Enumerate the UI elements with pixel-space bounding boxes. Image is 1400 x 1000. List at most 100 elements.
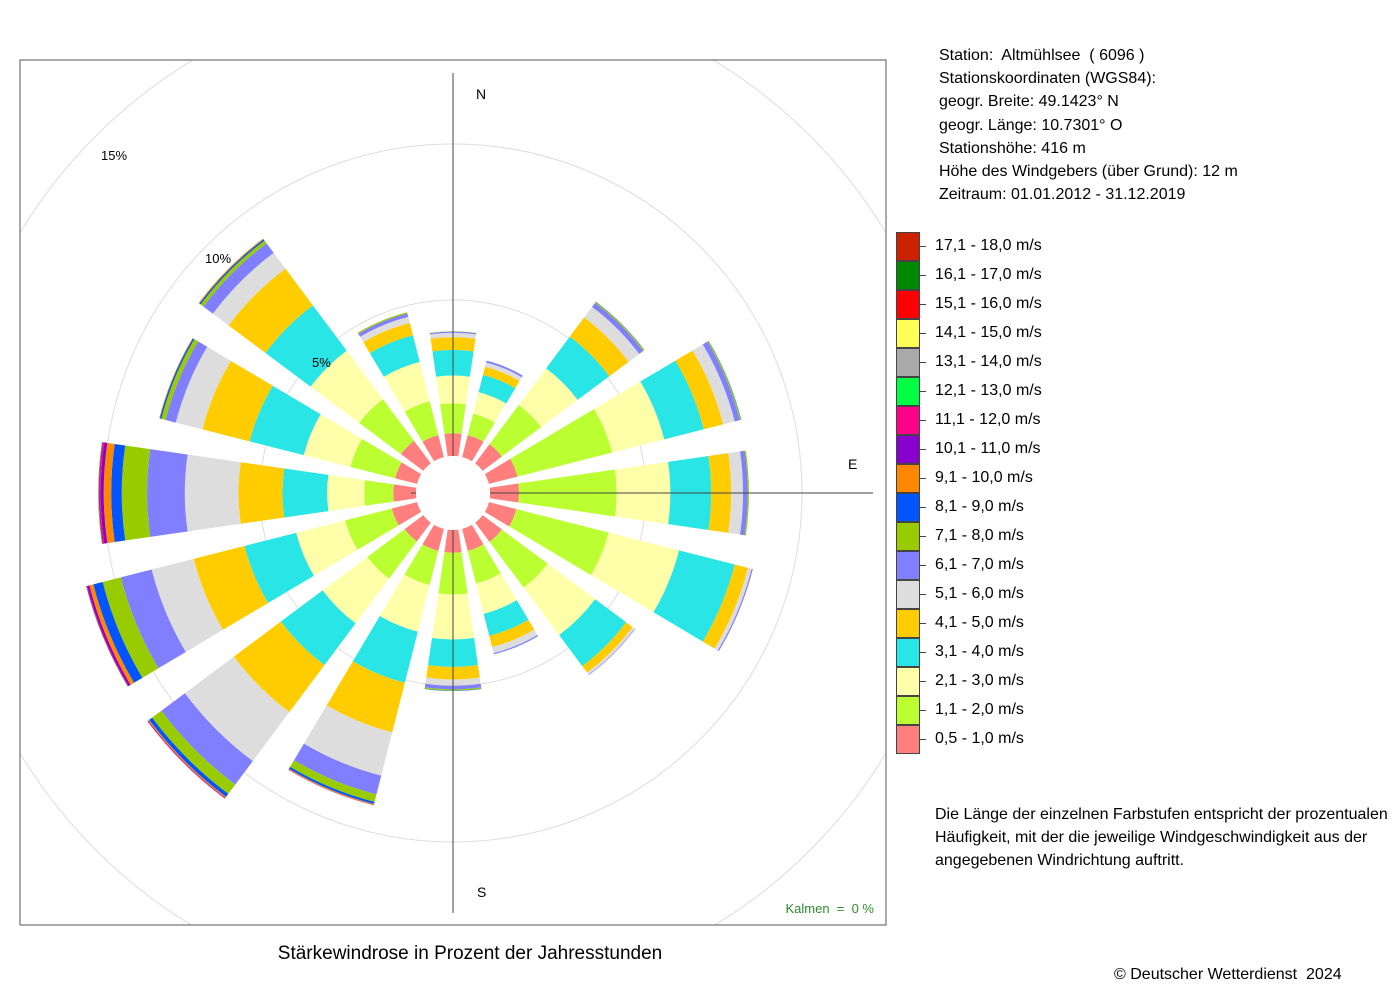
legend-label: 16,1 - 17,0 m/s: [935, 266, 1042, 283]
sector-W-speed-12: [98, 442, 105, 544]
legend-tick: [920, 449, 926, 450]
sector-SE-speed-4: [559, 599, 627, 667]
sector-NNW-speed-5: [363, 322, 413, 354]
legend-label: 1,1 - 2,0 m/s: [935, 701, 1024, 718]
legend-swatch: [896, 464, 920, 493]
sector-WNW-speed-1: [395, 462, 422, 484]
legend-tick: [920, 478, 926, 479]
legend-tick: [920, 391, 926, 392]
legend-label: 9,1 - 10,0 m/s: [935, 469, 1033, 486]
legend-swatch: [896, 319, 920, 348]
sector-WNW-speed-6: [175, 346, 231, 430]
sector-NNE-speed-7: [486, 360, 523, 378]
legend-label: 0,5 - 1,0 m/s: [935, 730, 1024, 747]
station-coordinates-heading: Stationskoordinaten (WGS84):: [939, 70, 1156, 88]
sector-NNW-speed-1: [422, 435, 444, 462]
sector-NNE-speed-1: [462, 435, 484, 462]
sector-SE-speed-6: [587, 627, 635, 675]
sector-N-speed-7: [429, 331, 477, 335]
sector-NNW-speed-7: [358, 313, 409, 337]
sector-SSE-speed-6: [492, 629, 538, 654]
sector-WSW-speed-9: [93, 581, 143, 683]
sector-SSW-speed-1: [422, 524, 444, 551]
sector-SE-speed-3: [523, 563, 596, 636]
sector-SSE-speed-1: [462, 524, 484, 551]
sector-NNE-speed-4: [478, 374, 516, 404]
sector-SSE-speed-4: [483, 600, 529, 636]
legend-label: 10,1 - 11,0 m/s: [935, 440, 1041, 457]
compass-axes: [411, 73, 873, 913]
sector-NW-speed-2: [359, 399, 415, 455]
anemometer-height: Höhe des Windgebers (über Grund): 12 m: [939, 163, 1238, 181]
sector-W-speed-2: [364, 480, 394, 506]
legend-label: 7,1 - 8,0 m/s: [935, 527, 1024, 544]
sector-NW-speed-5: [228, 268, 313, 353]
sector-SW-speed-8: [152, 710, 236, 794]
sector-NE-speed-7: [591, 302, 644, 355]
direction-label-east: E: [848, 456, 857, 472]
sector-W-speed-11: [100, 442, 108, 544]
sector-ENE-speed-7: [702, 341, 740, 422]
sector-ENE-speed-4: [640, 360, 704, 440]
sector-WNW-speed-5: [202, 360, 273, 442]
sector-WSW-speed-1: [391, 502, 422, 526]
wind-rose-chart: N E S 5% 10% 15% Kalmen = 0 %: [19, 59, 887, 926]
legend-swatch: [896, 551, 920, 580]
sector-SSW-speed-3: [379, 574, 430, 632]
legend-swatch: [896, 725, 920, 754]
sector-ENE-speed-1: [484, 458, 518, 484]
wind-sectors: [86, 238, 753, 806]
sector-NNW-speed-8: [357, 312, 408, 334]
legend-swatch: [896, 377, 920, 406]
sector-N-speed-8: [429, 331, 477, 334]
station-longitude: geogr. Länge: 10.7301° O: [939, 116, 1123, 134]
sector-SSW-speed-6: [303, 705, 393, 776]
sector-WNW-speed-4: [249, 385, 321, 456]
sector-SW-speed-7: [161, 693, 253, 785]
sector-SSW-speed-9: [288, 766, 375, 805]
legend-swatch: [896, 435, 920, 464]
sector-NE-speed-2: [489, 404, 542, 457]
sector-ESE-speed-3: [590, 532, 680, 613]
legend-tick: [920, 333, 926, 334]
sector-ESE-speed-2: [509, 509, 609, 576]
legend-label: 6,1 - 7,0 m/s: [935, 556, 1024, 573]
legend-label: 5,1 - 6,0 m/s: [935, 585, 1024, 602]
sector-SSE-speed-7: [493, 635, 539, 655]
sector-NW-speed-8: [200, 240, 267, 307]
sector-WSW-speed-5: [193, 545, 269, 630]
legend-tick: [920, 304, 926, 305]
legend-tick: [920, 507, 926, 508]
sector-WNW-speed-8: [161, 339, 199, 420]
legend-label: 15,1 - 16,0 m/s: [935, 295, 1042, 312]
explanation-note: Die Länge der einzelnen Farbstufen entsp…: [935, 806, 1388, 870]
sector-NNE-speed-6: [485, 362, 522, 382]
legend-label: 12,1 - 13,0 m/s: [935, 382, 1042, 399]
sector-NE-speed-6: [584, 306, 640, 362]
sector-W-speed-10: [103, 442, 115, 544]
sector-W-speed-7: [147, 449, 188, 537]
sector-SE-speed-1: [475, 515, 502, 542]
legend-swatch: [896, 493, 920, 522]
sector-WSW-speed-6: [151, 558, 224, 652]
legend-label: 8,1 - 9,0 m/s: [935, 498, 1024, 515]
legend-label: 4,1 - 5,0 m/s: [935, 614, 1024, 631]
sector-SW-speed-1: [404, 515, 431, 542]
sector-ENE-speed-6: [692, 344, 735, 425]
legend-label: 13,1 - 14,0 m/s: [935, 353, 1042, 370]
sector-NNW-speed-4: [369, 335, 420, 377]
sector-WNW-speed-9: [159, 338, 195, 419]
sector-WSW-speed-11: [87, 585, 131, 686]
sector-ESE-speed-6: [714, 567, 752, 651]
sector-E-speed-8: [744, 450, 749, 536]
calms-label: Kalmen = 0 %: [785, 901, 874, 916]
time-period: Zeitraum: 01.01.2012 - 31.12.2019: [939, 186, 1186, 204]
sector-SW-speed-9: [149, 717, 229, 797]
sector-NE-speed-1: [475, 444, 502, 471]
sector-SW-speed-2: [367, 529, 417, 579]
sector-SSE-speed-5: [489, 619, 535, 648]
sector-WSW-speed-4: [244, 532, 314, 604]
radial-tick-label-15: 15%: [101, 148, 127, 163]
copyright: © Deutscher Wetterdienst 2024: [1114, 966, 1342, 983]
sector-SE-speed-5: [582, 622, 633, 673]
